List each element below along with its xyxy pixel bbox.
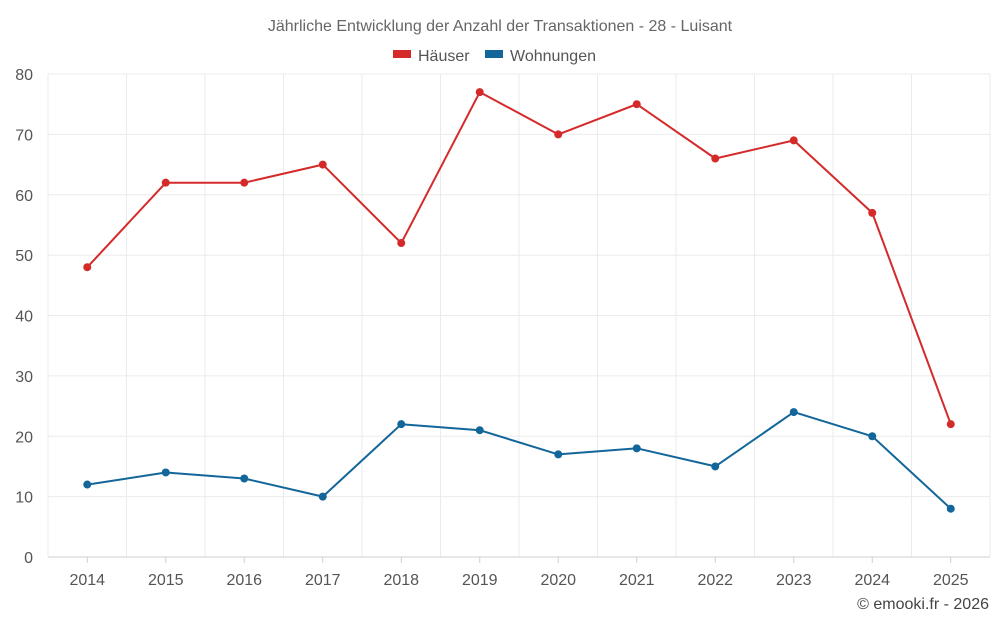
data-point-wohnungen-2014[interactable] xyxy=(83,480,92,489)
y-tick-label: 40 xyxy=(15,309,33,326)
data-point-wohnungen-2017[interactable] xyxy=(318,492,327,501)
data-point-haeuser-2014[interactable] xyxy=(83,263,92,272)
x-tick-label: 2023 xyxy=(776,572,812,589)
data-point-wohnungen-2018[interactable] xyxy=(397,420,406,429)
x-tick-label: 2021 xyxy=(619,572,655,589)
data-point-wohnungen-2021[interactable] xyxy=(632,444,641,453)
x-tick-label: 2022 xyxy=(697,572,733,589)
credit-text: © emooki.fr - 2026 xyxy=(857,596,989,613)
x-tick-label: 2025 xyxy=(933,572,969,589)
data-point-haeuser-2016[interactable] xyxy=(240,178,249,187)
data-point-haeuser-2024[interactable] xyxy=(868,208,877,217)
y-tick-label: 10 xyxy=(15,490,33,507)
legend-label-wohnungen: Wohnungen xyxy=(510,48,596,65)
y-tick-label: 20 xyxy=(15,429,33,446)
gridlines xyxy=(47,73,991,558)
x-tick-label: 2015 xyxy=(148,572,184,589)
data-point-wohnungen-2015[interactable] xyxy=(161,468,170,477)
y-tick-label: 50 xyxy=(15,248,33,265)
y-axis: 0 10 20 30 40 50 60 70 80 xyxy=(15,67,33,567)
series-lines xyxy=(86,91,952,510)
x-tick-label: 2024 xyxy=(854,572,890,589)
data-point-haeuser-2017[interactable] xyxy=(318,160,327,169)
legend-item-wohnungen[interactable]: Wohnungen xyxy=(485,48,596,65)
y-tick-label: 30 xyxy=(15,369,33,386)
x-tick-label: 2014 xyxy=(69,572,105,589)
data-point-wohnungen-2022[interactable] xyxy=(711,462,720,471)
data-point-haeuser-2018[interactable] xyxy=(397,239,406,248)
data-point-haeuser-2025[interactable] xyxy=(946,420,955,429)
chart-title: Jährliche Entwicklung der Anzahl der Tra… xyxy=(268,18,733,35)
x-tick-label: 2020 xyxy=(540,572,576,589)
series-line-haeuser xyxy=(86,91,952,425)
y-tick-label: 70 xyxy=(15,127,33,144)
data-point-wohnungen-2023[interactable] xyxy=(789,408,798,417)
legend-item-haeuser[interactable]: Häuser xyxy=(393,48,470,65)
data-point-haeuser-2022[interactable] xyxy=(711,154,720,163)
legend: Häuser Wohnungen xyxy=(393,48,596,65)
legend-swatch-haeuser xyxy=(393,50,411,58)
y-tick-label: 80 xyxy=(15,67,33,84)
x-tick-label: 2017 xyxy=(305,572,341,589)
data-point-haeuser-2019[interactable] xyxy=(475,88,484,97)
x-tick-label: 2018 xyxy=(383,572,419,589)
data-point-wohnungen-2016[interactable] xyxy=(240,474,249,483)
y-tick-label: 60 xyxy=(15,188,33,205)
data-point-wohnungen-2024[interactable] xyxy=(868,432,877,441)
x-tick-label: 2016 xyxy=(226,572,262,589)
data-point-haeuser-2020[interactable] xyxy=(554,130,563,139)
data-point-haeuser-2023[interactable] xyxy=(789,136,798,145)
y-tick-label: 0 xyxy=(24,550,33,567)
series-line-wohnungen xyxy=(87,411,952,510)
data-point-wohnungen-2019[interactable] xyxy=(475,426,484,435)
data-point-haeuser-2021[interactable] xyxy=(632,100,641,109)
x-tick-label: 2019 xyxy=(462,572,498,589)
legend-swatch-wohnungen xyxy=(485,50,503,58)
data-point-haeuser-2015[interactable] xyxy=(161,178,170,187)
data-point-wohnungen-2020[interactable] xyxy=(554,450,563,459)
data-point-wohnungen-2025[interactable] xyxy=(946,504,955,513)
series-points xyxy=(83,88,955,513)
x-axis: 2014 2015 2016 2017 2018 2019 2020 2021 2022 2023… xyxy=(69,557,969,589)
legend-label-haeuser: Häuser xyxy=(418,48,470,65)
